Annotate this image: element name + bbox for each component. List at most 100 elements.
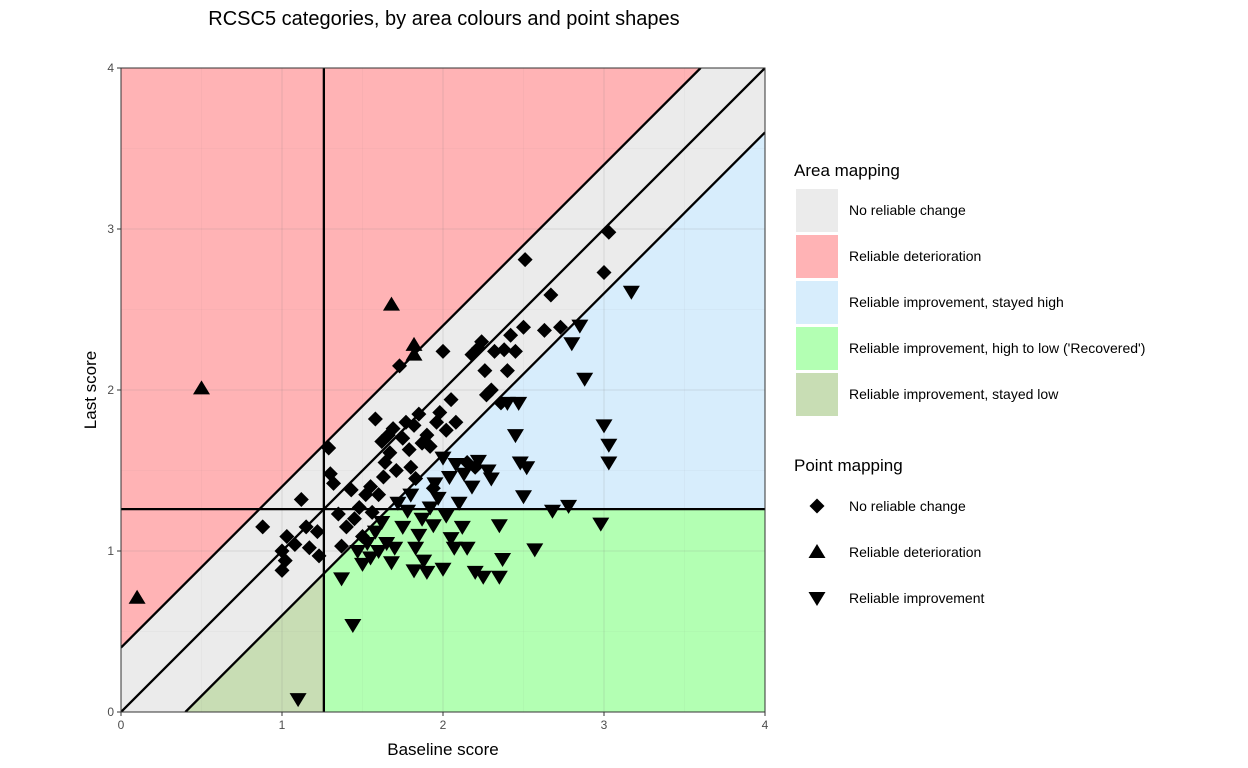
point-diamond [363, 479, 379, 495]
point-triangle-down [458, 541, 476, 556]
point-diamond [395, 430, 411, 446]
area-legend-key [796, 189, 838, 232]
point-diamond [326, 475, 342, 491]
point-diamond [422, 438, 438, 454]
point-legend-label: Reliable improvement [849, 590, 985, 606]
point-triangle-down [576, 372, 594, 387]
point-triangle-up [193, 380, 210, 395]
chart-title: RCSC5 categories, by area colours and po… [208, 8, 679, 30]
point-triangle-down [543, 504, 561, 519]
point-triangle-down [600, 456, 618, 471]
area-legend-title: Area mapping [794, 161, 900, 180]
point-triangle-down [389, 496, 407, 511]
point-diamond [408, 471, 424, 487]
point-diamond [330, 506, 346, 522]
point-triangle-down [450, 496, 468, 511]
area-legend-items: No reliable change Reliable deterioration… [796, 189, 1145, 416]
point-triangle-down [405, 564, 423, 579]
point-triangle-down [515, 490, 532, 505]
point-triangle-down [373, 516, 391, 531]
point-triangle-down [429, 491, 447, 506]
point-triangle-up [405, 346, 423, 361]
point-legend-key [809, 498, 825, 514]
point-diamond [474, 334, 490, 350]
point-legend-label: Reliable deterioration [849, 544, 981, 560]
point-triangle-down [526, 543, 544, 558]
point-triangle-down [563, 337, 581, 352]
point-triangle-down [518, 461, 536, 476]
point-triangle-down [386, 541, 404, 556]
point-diamond [321, 440, 337, 456]
point-triangle-down [394, 520, 412, 535]
x-tick-label: 1 [279, 718, 286, 732]
x-tick-label: 0 [118, 718, 125, 732]
point-diamond [277, 553, 293, 569]
point-triangle-down [447, 458, 465, 473]
grid [121, 68, 765, 712]
point-diamond [487, 343, 503, 359]
point-diamond [309, 524, 325, 540]
point-triangle-down [479, 464, 497, 479]
point-triangle-down [344, 619, 362, 634]
point-triangle-down [399, 504, 417, 519]
point-triangle-down [474, 570, 492, 585]
point-diamond [419, 427, 435, 443]
point-diamond [375, 469, 391, 485]
point-diamond [346, 511, 362, 527]
point-triangle-down [445, 541, 463, 556]
point-triangle-down [506, 429, 524, 444]
x-tick-label: 2 [440, 718, 447, 732]
point-triangle-down [421, 501, 439, 516]
y-tick-label: 2 [107, 383, 114, 397]
point-triangle-down [482, 472, 500, 487]
area-recovered [323, 509, 765, 712]
identity-line [121, 68, 765, 712]
point-diamond [371, 487, 387, 503]
point-triangle-down [354, 557, 371, 572]
axes: 0 1 2 3 4 0 1 2 3 4 [107, 61, 768, 732]
point-diamond [483, 382, 499, 398]
point-diamond [392, 358, 408, 374]
lower-rci-line [184, 131, 765, 712]
point-triangle-down [498, 396, 516, 411]
point-diamond [543, 287, 559, 303]
data-points [128, 224, 640, 708]
point-diamond [401, 442, 417, 458]
point-triangle-down [595, 419, 613, 434]
point-triangle-down [378, 536, 396, 551]
point-triangle-down [463, 480, 481, 495]
point-triangle-down [418, 565, 436, 580]
point-legend-items: No reliable change Reliable deterioration… [808, 498, 985, 606]
point-diamond [403, 459, 419, 475]
point-triangle-down [370, 545, 388, 559]
point-triangle-down [490, 519, 508, 534]
point-triangle-down [560, 499, 578, 514]
point-diamond [351, 500, 367, 516]
point-triangle-down [442, 532, 460, 547]
point-triangle-down [622, 285, 640, 300]
y-tick-label: 0 [107, 705, 114, 719]
point-triangle-down [469, 454, 487, 469]
point-diamond [255, 519, 271, 535]
point-diamond [382, 445, 398, 461]
area-legend-label: Reliable improvement, high to low ('Reco… [849, 340, 1145, 356]
y-tick-label: 3 [107, 222, 114, 236]
point-diamond [367, 411, 383, 427]
point-legend-key [808, 592, 826, 606]
area-legend-key [796, 281, 838, 324]
point-diamond [496, 342, 512, 358]
y-tick-label: 4 [107, 61, 114, 75]
point-triangle-up [382, 296, 400, 311]
point-diamond [311, 548, 327, 564]
point-diamond [516, 319, 531, 335]
point-triangle-down [424, 519, 442, 534]
point-diamond [293, 491, 309, 507]
point-legend-label: No reliable change [849, 498, 966, 514]
point-triangle-down [382, 556, 400, 571]
legend: Area mapping No reliable change Reliable … [794, 161, 1145, 606]
point-diamond [279, 529, 295, 545]
point-legend-title: Point mapping [794, 456, 903, 475]
point-diamond [406, 417, 422, 433]
point-diamond [448, 414, 464, 430]
